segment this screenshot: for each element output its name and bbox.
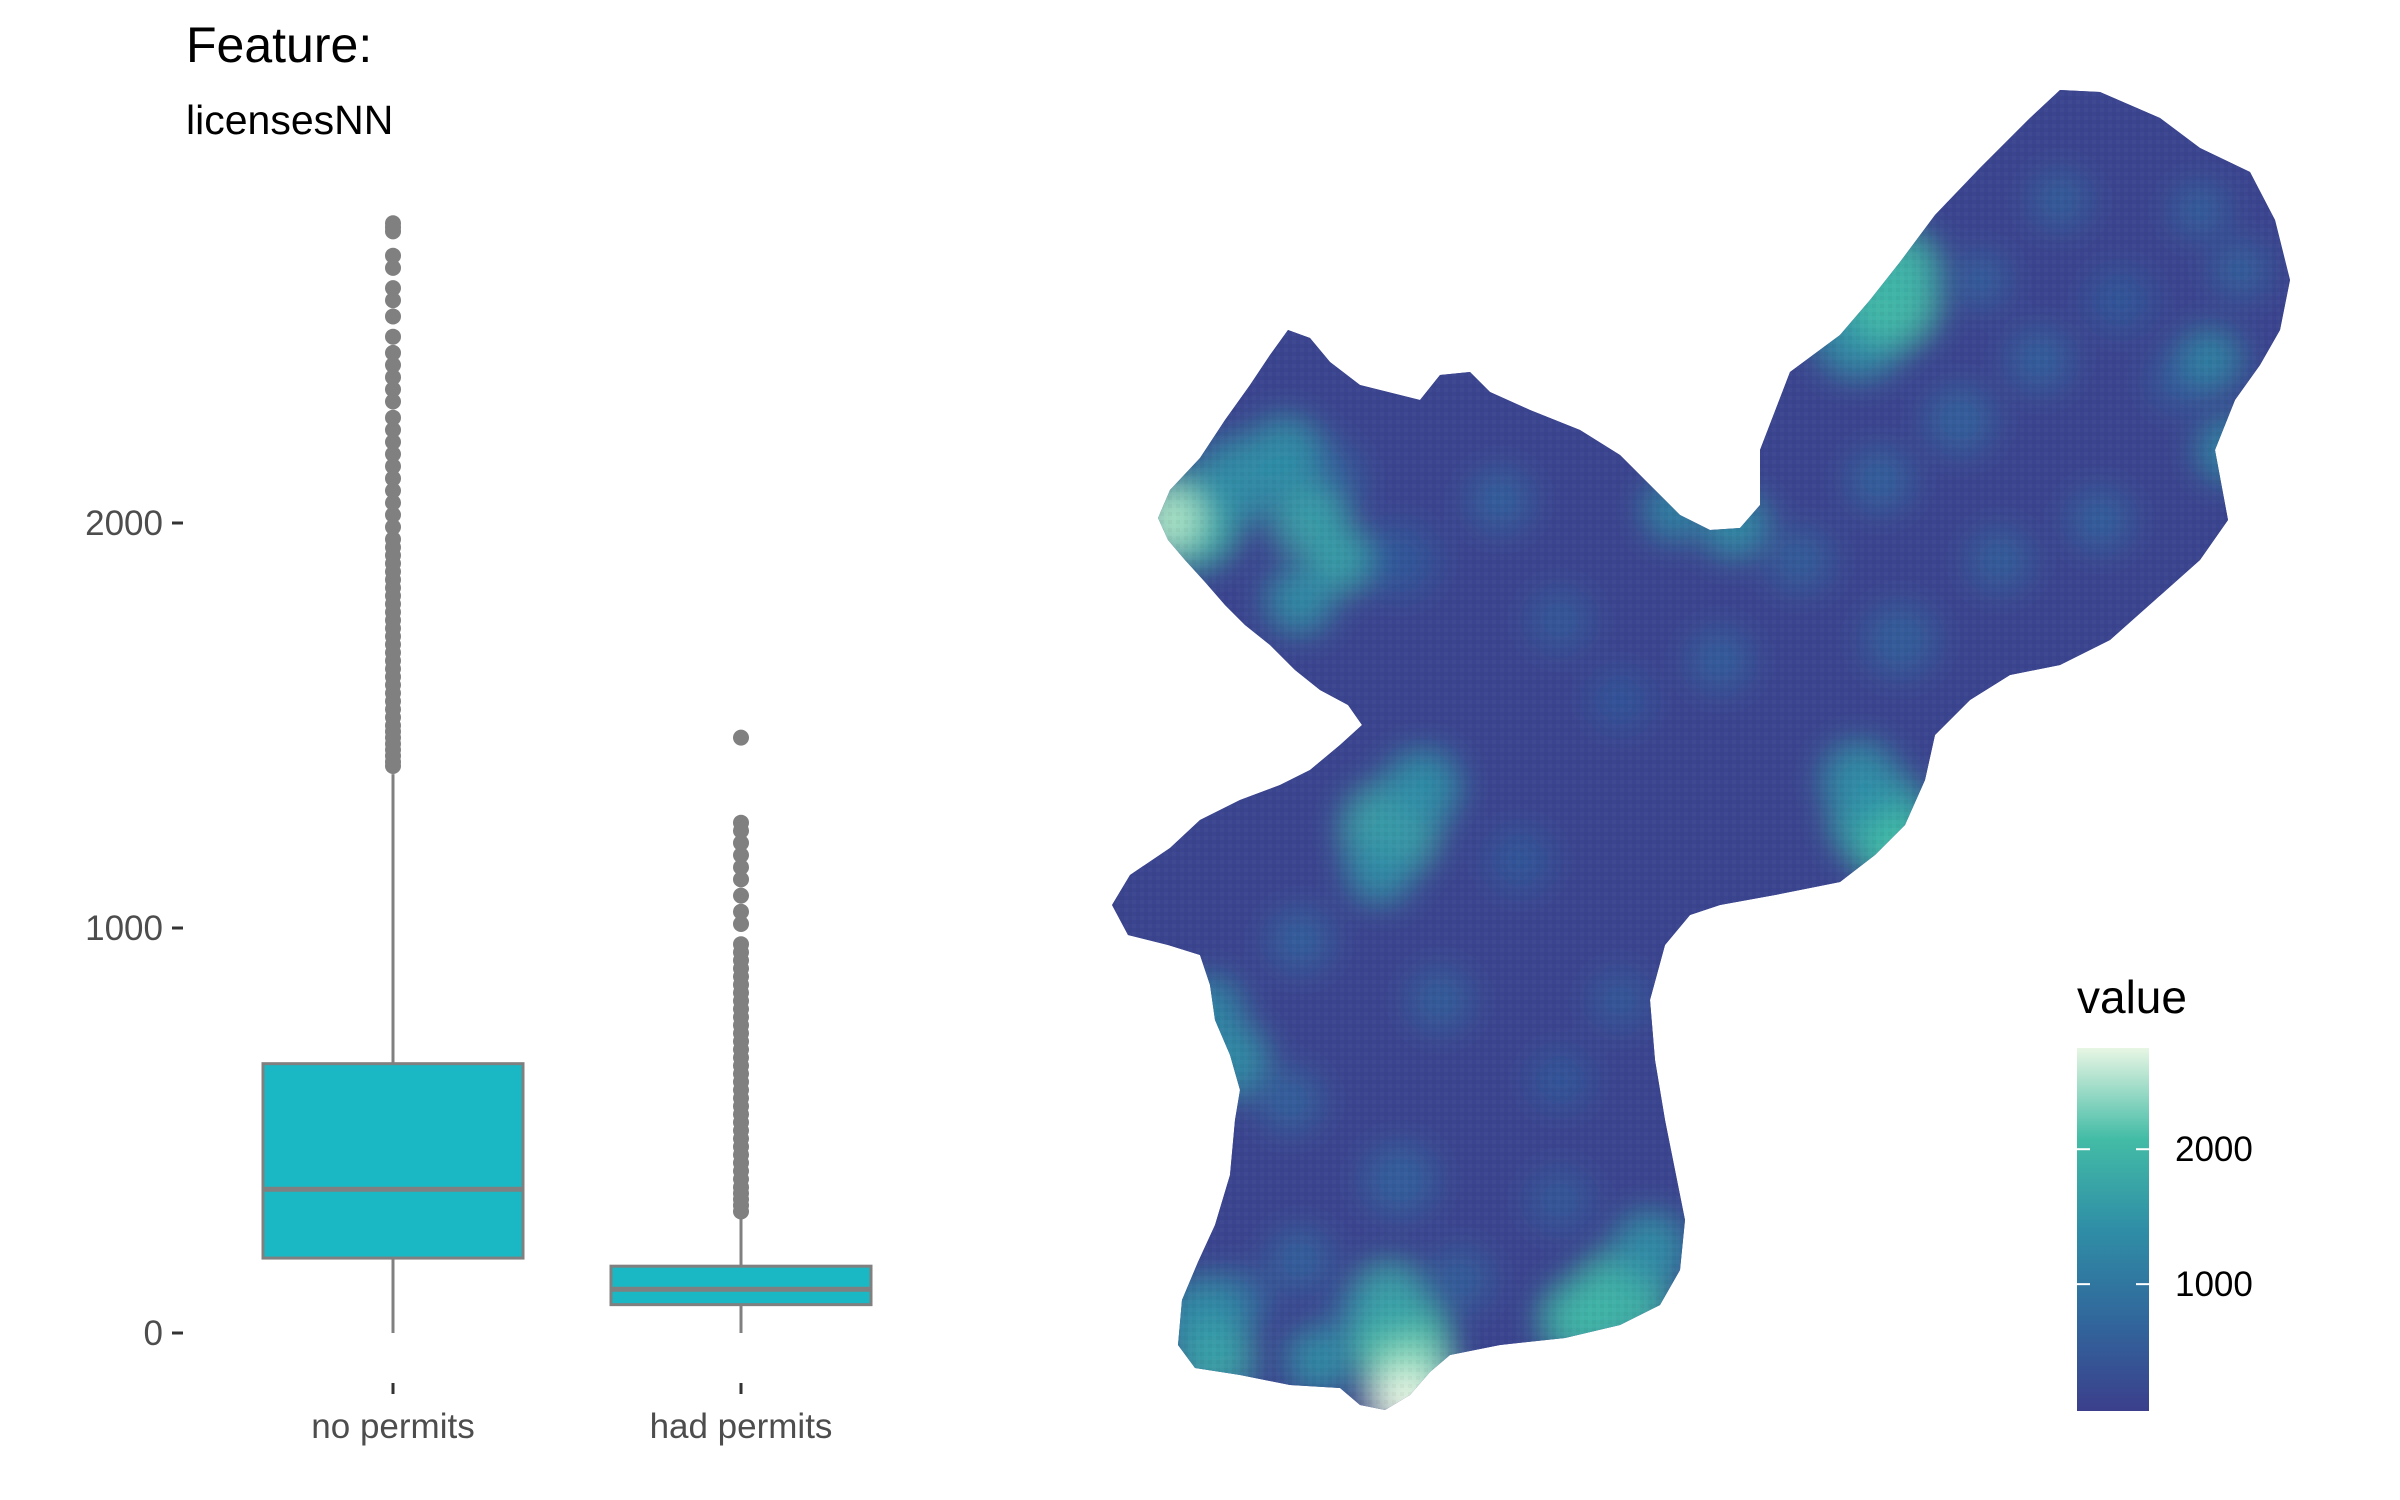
outlier-point [733, 887, 749, 904]
outlier-point [385, 292, 401, 309]
outlier-point [385, 470, 401, 487]
outlier-point [733, 834, 749, 851]
legend-tick-label: 2000 [2175, 1130, 2253, 1169]
outlier-point [385, 215, 401, 232]
outlier-point [385, 446, 401, 463]
outlier-point [385, 421, 401, 438]
color-legend: value 1000 2000 [2077, 971, 2253, 1411]
chart-title: Feature: [186, 17, 372, 73]
outlier-point [385, 393, 401, 410]
outlier-point [385, 434, 401, 450]
outlier-point [733, 871, 749, 888]
y-tick-label: 0 [144, 1314, 163, 1353]
outlier-point [385, 381, 401, 398]
outlier-point [385, 369, 401, 386]
outlier-point [385, 247, 401, 264]
legend-tick-label: 1000 [2175, 1265, 2253, 1304]
outlier-point [733, 915, 749, 932]
x-tick-label: no permits [311, 1407, 474, 1446]
x-tick-label: had permits [650, 1407, 833, 1446]
outlier-point [385, 494, 401, 511]
y-tick-label: 1000 [85, 909, 163, 948]
outlier-point [385, 357, 401, 374]
outlier-point [385, 531, 401, 548]
outlier-point [385, 409, 401, 426]
chart-subtitle: licensesNN [186, 97, 393, 143]
outlier-point [733, 729, 749, 746]
y-tick-label: 2000 [85, 504, 163, 543]
outlier-point [385, 328, 401, 345]
iqr-box [609, 1264, 873, 1307]
outlier-point [733, 814, 749, 831]
outlier-point [385, 259, 401, 276]
outlier-point [385, 482, 401, 499]
outlier-point [733, 936, 749, 953]
legend-title: value [2077, 971, 2187, 1023]
outlier-point [385, 344, 401, 361]
legend-colorbar [2077, 1048, 2149, 1411]
outlier-point [733, 903, 749, 920]
outlier-point [385, 458, 401, 475]
outlier-point [385, 519, 401, 536]
outlier-point [733, 847, 749, 864]
box-had-permits [609, 729, 873, 1333]
iqr-box [261, 1062, 525, 1260]
outlier-point [733, 859, 749, 876]
outlier-point [385, 280, 401, 297]
boxplot-panel: 0 1000 2000 no permits had permits [85, 215, 873, 1446]
outlier-point [385, 506, 401, 523]
box-no-permits [261, 215, 525, 1333]
outlier-point [385, 308, 401, 325]
